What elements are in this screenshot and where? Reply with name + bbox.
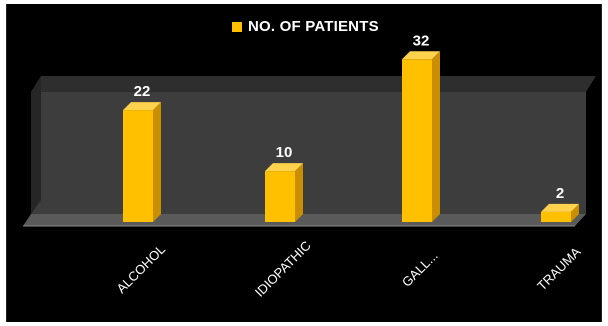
legend-label: NO. OF PATIENTS xyxy=(248,18,379,35)
bar-side-0 xyxy=(153,102,161,222)
chart-back-wall xyxy=(31,76,596,92)
bar-chart: 22 ALCOHOL 10 IDIOPATHIC 32 GALL... 2 TRAUMA xyxy=(23,32,596,300)
bar-side-2 xyxy=(432,51,440,222)
category-label-0: ALCOHOL xyxy=(114,242,169,297)
bar-top-2 xyxy=(402,51,440,60)
chart-floor xyxy=(23,214,586,226)
bar-top-1 xyxy=(265,163,303,172)
bar-1 xyxy=(265,171,295,222)
bar-top-3 xyxy=(541,203,579,212)
bar-value-label-2: 32 xyxy=(413,32,430,49)
bar-top-0 xyxy=(123,102,161,111)
bar-side-3 xyxy=(571,203,579,222)
chart-legend: NO. OF PATIENTS xyxy=(232,18,379,35)
bar-0 xyxy=(123,110,153,222)
legend-swatch xyxy=(232,21,242,32)
bar-side-1 xyxy=(295,163,303,222)
category-label-3: TRAUMA xyxy=(534,244,584,294)
chart-side-wall xyxy=(31,76,41,214)
bar-2 xyxy=(402,59,432,222)
chart-plot-wall xyxy=(31,92,586,214)
category-label-1: IDIOPATHIC xyxy=(252,238,314,300)
bar-3 xyxy=(541,211,571,222)
bar-value-label-0: 22 xyxy=(134,83,151,100)
chart-frame: 22 ALCOHOL 10 IDIOPATHIC 32 GALL... 2 TRAUMA NO… xyxy=(6,4,602,322)
category-label-2: GALL... xyxy=(399,248,441,290)
bar-value-label-3: 2 xyxy=(556,185,564,202)
bar-value-label-1: 10 xyxy=(276,144,293,161)
